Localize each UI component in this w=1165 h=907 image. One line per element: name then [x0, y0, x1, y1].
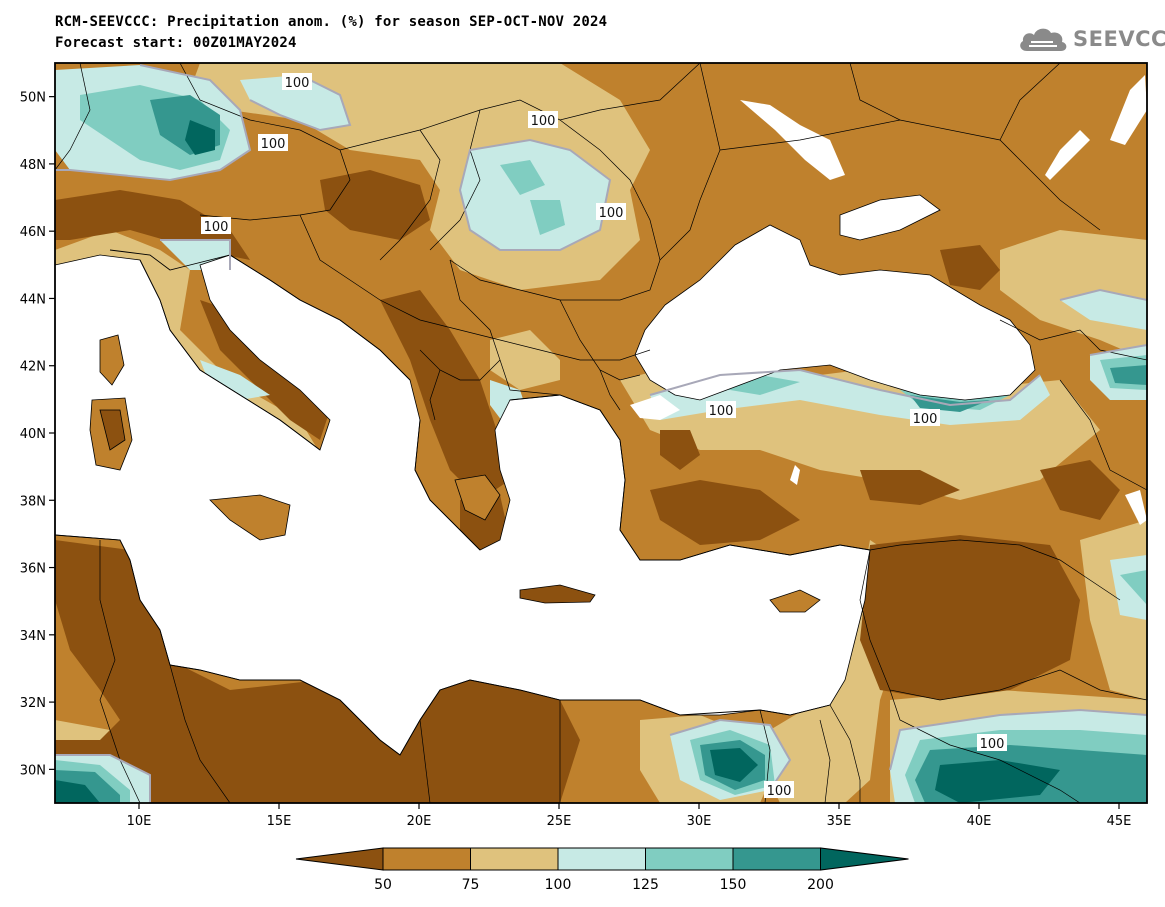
contour-label: 100 [709, 404, 734, 419]
lat-tick-label: 42N [20, 360, 46, 375]
lat-tick-label: 34N [20, 629, 46, 644]
lon-tick-label: 10E [127, 814, 152, 829]
lon-tick-label: 30E [687, 814, 712, 829]
black-sea [634, 224, 1036, 401]
colorbar-label: 75 [462, 877, 480, 893]
contour-100-lines [55, 64, 1147, 803]
lat-tick-label: 44N [20, 292, 46, 307]
colorbar-label: 125 [632, 877, 659, 893]
colorbar-below-50-arrow [295, 847, 384, 871]
colorbar-segment [732, 847, 821, 871]
contour-label: 100 [285, 76, 310, 91]
colorbar-segment [645, 847, 734, 871]
colorbar-segment [382, 847, 471, 871]
map-title: RCM-SEEVCCC: Precipitation anom. (%) for… [55, 14, 608, 30]
sea-of-azov [839, 194, 941, 241]
cloud-icon [1020, 28, 1067, 51]
colorbar-above-200-arrow [820, 847, 909, 871]
colorbar-segment [557, 847, 646, 871]
coastlines [55, 249, 871, 756]
colorbar-label: 150 [720, 877, 747, 893]
seevccc-logo: SEEVCCC [1017, 22, 1165, 56]
anomaly-below-50-areas [55, 170, 1120, 803]
colorbar-segment [470, 847, 559, 871]
lat-tick-label: 50N [20, 91, 46, 106]
lat-tick-label: 40N [20, 427, 46, 442]
contour-label: 100 [599, 206, 624, 221]
colorbar-label: 100 [545, 877, 572, 893]
lat-tick-label: 30N [20, 763, 46, 778]
lat-tick-label: 36N [20, 562, 46, 577]
contour-label: 100 [913, 412, 938, 427]
contour-label: 100 [531, 114, 556, 129]
contour-label: 100 [261, 137, 286, 152]
lat-tick-label: 46N [20, 225, 46, 240]
country-borders [55, 63, 1147, 803]
logo-text: SEEVCCC [1073, 27, 1165, 51]
lat-tick-label: 32N [20, 696, 46, 711]
contour-label: 100 [767, 784, 792, 799]
colorbar-label: 200 [807, 877, 834, 893]
forecast-start-label: Forecast start: 00Z01MAY2024 [55, 35, 297, 51]
lon-tick-label: 15E [267, 814, 292, 829]
lat-tick-label: 38N [20, 494, 46, 509]
contour-labels: 100 100 100 100 100 100 100 100 100 [201, 73, 1007, 799]
latitude-axis: 50N 48N 46N 44N 42N 40N 38N 36N 34N 32N 30N [20, 91, 55, 778]
contour-label: 100 [204, 220, 229, 235]
colorbar-label: 50 [374, 877, 392, 893]
islands [89, 334, 821, 613]
colorbar: 50 75 100 125 150 200 [295, 847, 909, 893]
longitude-axis: 10E 15E 20E 25E 30E 35E 40E 45E [127, 803, 1132, 829]
anomaly-above-200-areas [55, 120, 1060, 803]
contour-label: 100 [980, 737, 1005, 752]
lat-tick-label: 48N [20, 158, 46, 173]
lon-tick-label: 40E [967, 814, 992, 829]
lon-tick-label: 35E [827, 814, 852, 829]
lon-tick-label: 20E [407, 814, 432, 829]
lon-tick-label: 25E [547, 814, 572, 829]
precipitation-anomaly-field: 100 100 100 100 100 100 100 100 100 [55, 63, 1147, 803]
lon-tick-label: 45E [1107, 814, 1132, 829]
inland-gaps [630, 75, 1147, 525]
